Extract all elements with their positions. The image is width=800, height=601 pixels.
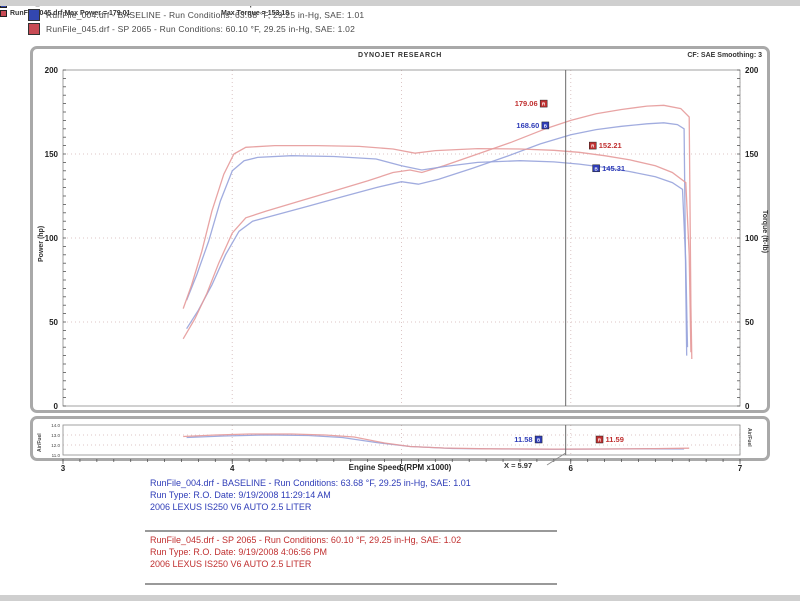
footer-baseline-line1: RunFile_004.drf - BASELINE - Run Conditi… <box>150 478 471 488</box>
brand-title: DYNOJET RESEARCH <box>358 52 442 59</box>
footer-sp2065-line2: Run Type: R.O. Date: 9/19/2008 4:06:56 P… <box>150 547 327 557</box>
footer-baseline-line2: Run Type: R.O. Date: 9/19/2008 11:29:14 … <box>150 490 331 500</box>
power-axis-label: Power (hp) <box>38 225 45 262</box>
footer-sp2065-line1: RunFile_045.drf - SP 2065 - Run Conditio… <box>150 535 462 545</box>
photo-edge-bottom <box>0 595 800 601</box>
footer-baseline-line3: 2006 LEXUS IS250 V6 AUTO 2.5 LITER <box>150 502 312 512</box>
legend-row-sp2065: RunFile_045.drf Max Power = 179.01 Max T… <box>0 9 800 18</box>
footer-divider-bottom <box>145 583 557 585</box>
sp2065-swatch-icon <box>28 23 40 35</box>
legend-sp2065-power: RunFile_045.drf Max Power = 179.01 <box>10 10 131 17</box>
svg-text:7: 7 <box>738 464 743 473</box>
svg-text:4: 4 <box>230 464 235 473</box>
run-header-baseline-text: RunFile_004.drf - BASELINE - Run Conditi… <box>46 10 365 20</box>
torque-axis-label: Torque (ft-lb) <box>761 210 768 254</box>
run-header-sp2065-text: RunFile_045.drf - SP 2065 - Run Conditio… <box>46 24 356 34</box>
baseline-swatch-icon <box>28 9 40 21</box>
engine-speed-axis-label: Engine Speed (RPM x1000) <box>348 463 452 472</box>
photo-edge-top <box>0 0 800 6</box>
main-chart-panel <box>30 46 770 413</box>
legend-sp2065-torque: Max Torque = 153.18 <box>221 10 290 17</box>
run-header-baseline: RunFile_004.drf - BASELINE - Run Conditi… <box>28 9 364 21</box>
cursor-callout-label: X = 5.97 <box>504 461 533 470</box>
footer-divider-top <box>145 530 557 532</box>
footer-sp2065-block: RunFile_045.drf - SP 2065 - Run Conditio… <box>150 534 461 570</box>
svg-text:6: 6 <box>569 464 574 473</box>
afr-axis-label-left: Air/Fuel <box>37 433 43 452</box>
footer-sp2065-line3: 2006 LEXUS IS250 V6 AUTO 2.5 LITER <box>150 559 312 569</box>
afr-strip-panel <box>30 416 770 461</box>
svg-text:3: 3 <box>61 464 66 473</box>
run-header-sp2065: RunFile_045.drf - SP 2065 - Run Conditio… <box>28 23 355 35</box>
afr-axis-label-right: Air/Fuel <box>746 428 752 447</box>
legend-swatch-red-icon <box>0 10 7 17</box>
correction-smoothing-label: CF: SAE Smoothing: 3 <box>687 52 762 59</box>
footer-baseline-block: RunFile_004.drf - BASELINE - Run Conditi… <box>150 477 471 513</box>
